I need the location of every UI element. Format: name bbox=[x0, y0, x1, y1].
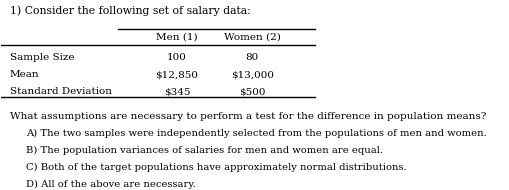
Text: 80: 80 bbox=[245, 53, 258, 62]
Text: Men (1): Men (1) bbox=[156, 32, 197, 41]
Text: $12,850: $12,850 bbox=[155, 70, 198, 79]
Text: Sample Size: Sample Size bbox=[10, 53, 74, 62]
Text: Standard Deviation: Standard Deviation bbox=[10, 87, 111, 96]
Text: What assumptions are necessary to perform a test for the difference in populatio: What assumptions are necessary to perfor… bbox=[10, 112, 485, 121]
Text: 100: 100 bbox=[166, 53, 186, 62]
Text: $500: $500 bbox=[239, 87, 265, 96]
Text: Mean: Mean bbox=[10, 70, 39, 79]
Text: D) All of the above are necessary.: D) All of the above are necessary. bbox=[26, 180, 196, 189]
Text: $345: $345 bbox=[163, 87, 190, 96]
Text: A) The two samples were independently selected from the populations of men and w: A) The two samples were independently se… bbox=[26, 129, 486, 138]
Text: $13,000: $13,000 bbox=[230, 70, 273, 79]
Text: B) The population variances of salaries for men and women are equal.: B) The population variances of salaries … bbox=[26, 146, 383, 155]
Text: Women (2): Women (2) bbox=[223, 32, 280, 41]
Text: C) Both of the target populations have approximately normal distributions.: C) Both of the target populations have a… bbox=[26, 163, 406, 172]
Text: 1) Consider the following set of salary data:: 1) Consider the following set of salary … bbox=[10, 6, 250, 16]
